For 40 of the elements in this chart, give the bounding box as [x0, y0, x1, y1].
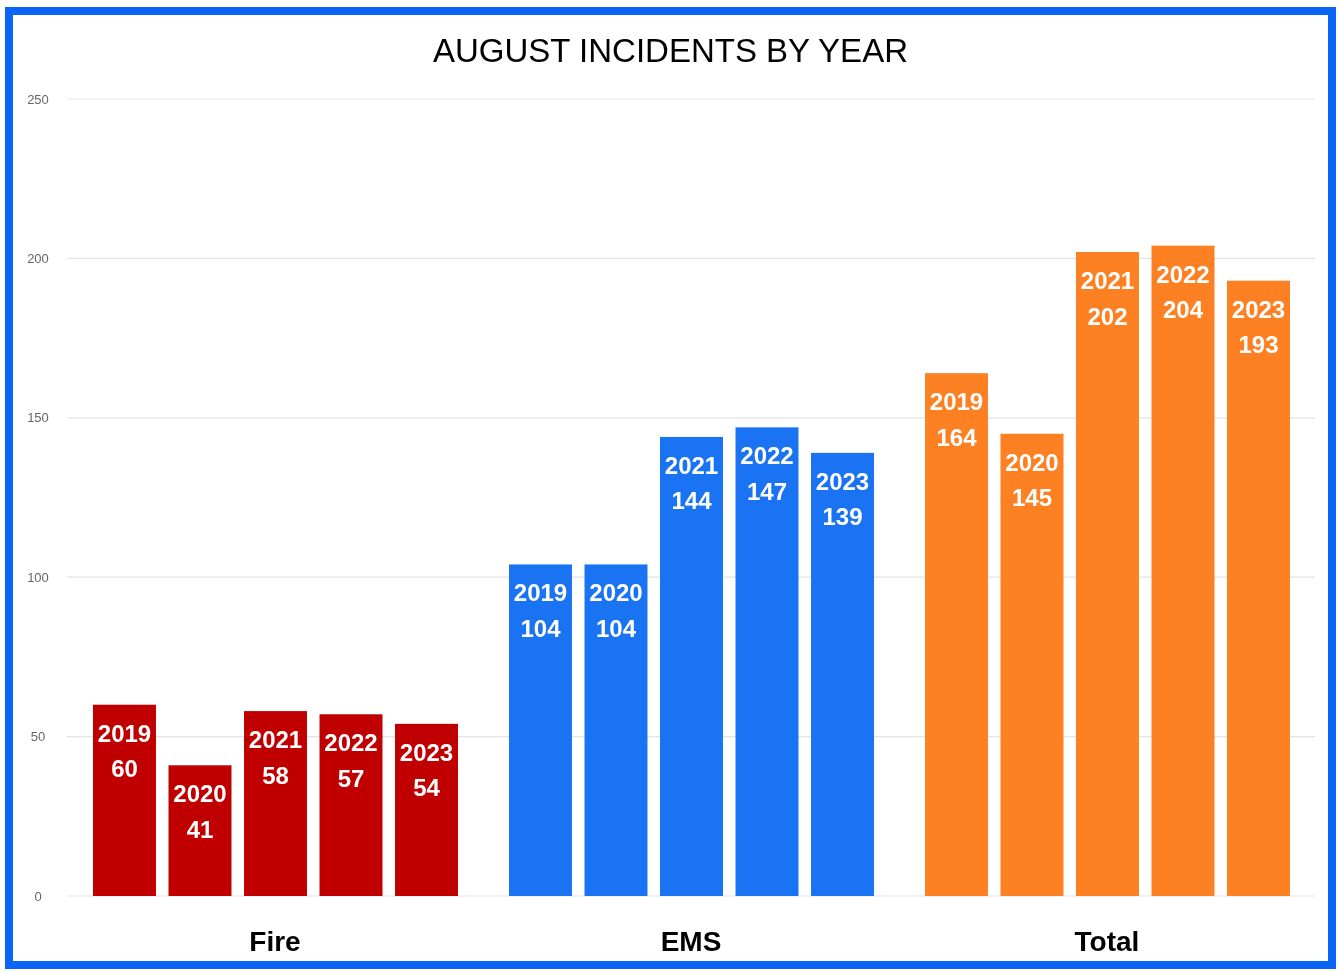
- x-tick-label: Total: [1074, 925, 1140, 957]
- data-label: 193: [1238, 331, 1279, 359]
- text: 2020: [173, 779, 227, 807]
- data-label: 147: [746, 477, 788, 505]
- series-label: 2022: [740, 441, 794, 469]
- series-label: 2020: [589, 578, 643, 606]
- y-tick-label: 100: [27, 569, 49, 585]
- data-label: 41: [186, 815, 214, 843]
- y-tick-label: 250: [27, 91, 49, 107]
- data-label: 58: [262, 761, 289, 789]
- text: 2021: [664, 451, 719, 479]
- y-tick-label: 200: [27, 250, 49, 266]
- series-label: 2023: [815, 467, 870, 495]
- data-label: 54: [413, 774, 441, 802]
- y-tick-label: 0: [34, 888, 42, 904]
- text: 2021: [248, 725, 303, 753]
- data-label: 164: [936, 423, 978, 451]
- data-label: 144: [671, 487, 713, 515]
- x-tick-label: Fire: [249, 925, 301, 957]
- chart-title: AUGUST INCIDENTS BY YEAR: [433, 31, 908, 69]
- series-label: 2019: [513, 578, 568, 606]
- series-label: 2021: [1080, 266, 1135, 294]
- text: 2019: [97, 719, 152, 747]
- text: 2019: [929, 387, 984, 415]
- y-tick-label: 150: [27, 410, 49, 426]
- data-label: 139: [822, 503, 863, 531]
- text: 2020: [1005, 448, 1059, 476]
- data-label: 60: [111, 755, 138, 783]
- data-label: 204: [1162, 296, 1204, 324]
- data-label: 57: [337, 764, 365, 792]
- text: 2022: [1156, 260, 1210, 288]
- text: 2022: [324, 728, 378, 756]
- data-label: 104: [520, 614, 562, 642]
- text: 2023: [1231, 295, 1286, 323]
- data-label: 202: [1087, 302, 1128, 330]
- x-tick-label: EMS: [660, 925, 722, 957]
- y-tick-label: 50: [30, 729, 46, 745]
- data-label: 145: [1011, 484, 1053, 512]
- text: 2023: [399, 738, 454, 766]
- data-label: 104: [595, 614, 637, 642]
